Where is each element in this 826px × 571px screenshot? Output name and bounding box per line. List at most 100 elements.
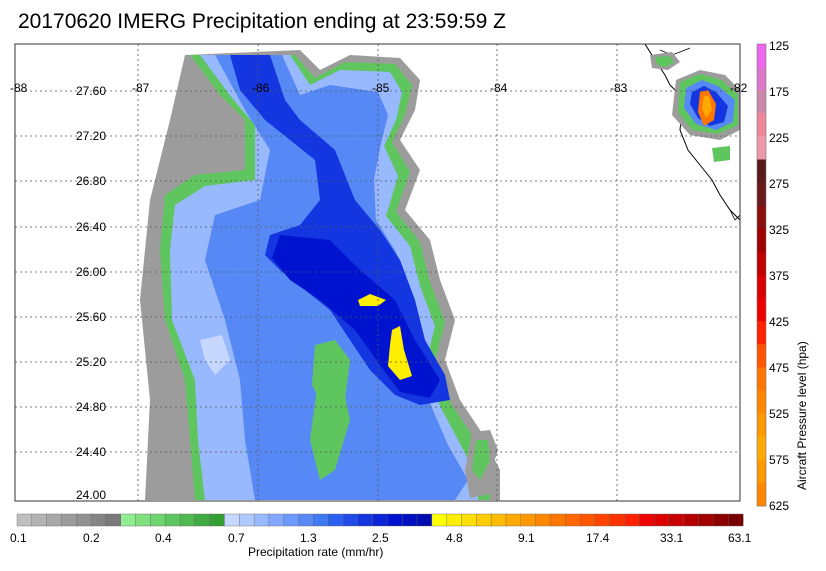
- pressure-tick: 225: [769, 131, 789, 145]
- pressure-tick: 175: [769, 85, 789, 99]
- pressure-color-swatch: [757, 413, 766, 437]
- precip-color-swatch: [639, 513, 655, 527]
- lon-label: -88: [10, 81, 28, 95]
- precip-color-swatch: [594, 513, 611, 527]
- precipitation-colorbar-ticks: 0.1 0.2 0.4 0.7 1.3 2.5 4.8 9.1 17.4 33.…: [10, 531, 752, 545]
- precip-color-swatch: [520, 513, 537, 527]
- lat-label: 26.40: [76, 220, 106, 234]
- precip-core-yellow-2: [388, 326, 412, 380]
- pressure-color-swatch: [757, 459, 766, 484]
- precip-color-swatch: [713, 513, 729, 527]
- precip-color-swatch: [179, 513, 196, 527]
- precip-tick: 33.1: [660, 531, 684, 545]
- precip-color-swatch: [224, 513, 240, 527]
- precipitation-colorbar: [16, 513, 744, 527]
- precip-color-swatch: [416, 513, 433, 527]
- precip-tick: 0.2: [83, 531, 100, 545]
- precip-color-swatch: [313, 513, 329, 527]
- pressure-color-swatch: [757, 482, 766, 507]
- pressure-colorbar-frame: [756, 43, 767, 507]
- precip-color-swatch: [298, 513, 314, 527]
- precip-color-swatch: [105, 513, 122, 527]
- lon-label: -85: [372, 81, 390, 95]
- precip-tick: 4.8: [446, 531, 463, 545]
- pressure-tick: 125: [769, 39, 789, 53]
- pressure-color-swatch: [757, 275, 766, 299]
- precip-color-swatch: [268, 513, 285, 527]
- precip-color-swatch: [357, 513, 374, 527]
- precip-color-swatch: [76, 513, 92, 527]
- pressure-color-swatch: [757, 136, 766, 160]
- lon-label: -82: [730, 81, 748, 95]
- precip-color-swatch: [609, 513, 625, 527]
- precip-color-swatch: [535, 513, 551, 527]
- precip-color-swatch: [194, 513, 211, 527]
- lon-label: -86: [252, 81, 270, 95]
- latitude-labels: 27.60 27.20 26.80 26.40 26.00 25.60 25.2…: [76, 84, 106, 502]
- pressure-color-swatch: [757, 228, 766, 253]
- precip-color-swatch: [283, 513, 300, 527]
- pressure-tick: 325: [769, 223, 789, 237]
- pressure-color-swatch: [757, 44, 766, 68]
- pressure-tick: 525: [769, 407, 789, 421]
- map-title: 20170620 IMERG Precipitation ending at 2…: [18, 10, 506, 33]
- precip-color-swatch: [46, 513, 62, 527]
- precip-color-swatch: [653, 513, 670, 527]
- lat-label: 26.80: [76, 174, 106, 188]
- pressure-tick: 425: [769, 315, 789, 329]
- lat-label: 24.00: [76, 488, 106, 502]
- precip-color-swatch: [565, 513, 581, 527]
- pressure-color-swatch: [757, 344, 766, 368]
- lat-label: 25.60: [76, 310, 106, 324]
- pressure-color-swatch: [757, 321, 766, 345]
- precip-color-swatch: [698, 513, 714, 527]
- precip-tick: 2.5: [372, 531, 389, 545]
- precip-scale-label: Precipitation rate (mm/hr): [248, 545, 383, 559]
- precip-color-swatch: [164, 513, 181, 527]
- pressure-color-swatch: [757, 367, 766, 391]
- pressure-scale-label: Aircraft Pressure level (hpa): [795, 341, 809, 490]
- pressure-color-swatch: [757, 298, 766, 322]
- precip-color-swatch: [239, 513, 255, 527]
- precip-core-yellow-1: [358, 294, 386, 306]
- pressure-color-swatch: [757, 113, 766, 137]
- precip-color-swatch: [16, 513, 33, 527]
- precip-tick: 9.1: [518, 531, 535, 545]
- pressure-color-swatch: [757, 390, 766, 414]
- precipitation-field: [140, 44, 740, 500]
- precip-color-swatch: [683, 513, 700, 527]
- pressure-color-swatch: [757, 90, 766, 114]
- precip-color-swatch: [402, 513, 418, 527]
- precip-color-swatch: [431, 513, 448, 527]
- longitude-labels: -88 -87 -86 -85 -84 -83 -82: [10, 81, 748, 95]
- lon-label: -87: [132, 81, 150, 95]
- pressure-tick: 575: [769, 453, 789, 467]
- lat-label: 25.20: [76, 355, 106, 369]
- precip-color-swatch: [476, 513, 492, 527]
- pressure-color-swatch: [757, 436, 766, 461]
- precip-color-swatch: [253, 513, 270, 527]
- precip-color-swatch: [490, 513, 507, 527]
- lon-label: -83: [610, 81, 628, 95]
- lon-label: -84: [490, 81, 508, 95]
- precip-tick: 63.1: [728, 531, 752, 545]
- precip-color-swatch: [579, 513, 596, 527]
- precip-color-swatch: [727, 513, 744, 527]
- precip-color-swatch: [150, 513, 166, 527]
- precip-color-swatch: [209, 513, 225, 527]
- precip-color-swatch: [61, 513, 77, 527]
- pressure-tick: 475: [769, 361, 789, 375]
- precip-tick: 0.7: [228, 531, 245, 545]
- pressure-colorbar-ticks: 125 175 225 275 325 375 425 475 525 575 …: [769, 39, 789, 513]
- precip-color-swatch: [31, 513, 48, 527]
- precip-tick: 17.4: [586, 531, 610, 545]
- precip-color-swatch: [624, 513, 640, 527]
- precip-color-swatch: [387, 513, 403, 527]
- pressure-tick: 625: [769, 499, 789, 513]
- precip-color-swatch: [135, 513, 151, 527]
- precip-color-swatch: [446, 513, 462, 527]
- pressure-color-swatch: [757, 67, 766, 91]
- precip-tick: 0.4: [155, 531, 172, 545]
- map-frame: [14, 43, 741, 502]
